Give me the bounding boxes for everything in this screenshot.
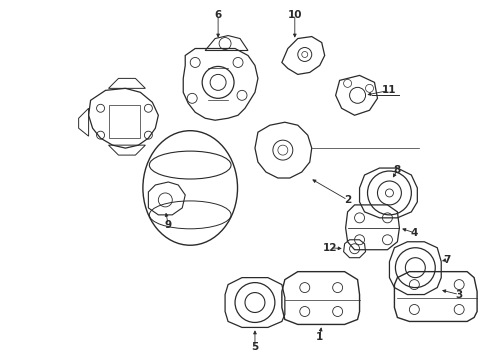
Text: 2: 2	[344, 195, 351, 205]
Text: 3: 3	[456, 289, 463, 300]
Text: 5: 5	[251, 342, 259, 352]
Text: 10: 10	[288, 10, 302, 20]
Text: 1: 1	[316, 332, 323, 342]
Text: 6: 6	[215, 10, 222, 20]
Text: 4: 4	[411, 228, 418, 238]
Text: 11: 11	[382, 85, 397, 95]
Text: 7: 7	[443, 255, 451, 265]
Text: 9: 9	[165, 220, 172, 230]
Text: 12: 12	[322, 243, 337, 253]
Text: 8: 8	[394, 165, 401, 175]
